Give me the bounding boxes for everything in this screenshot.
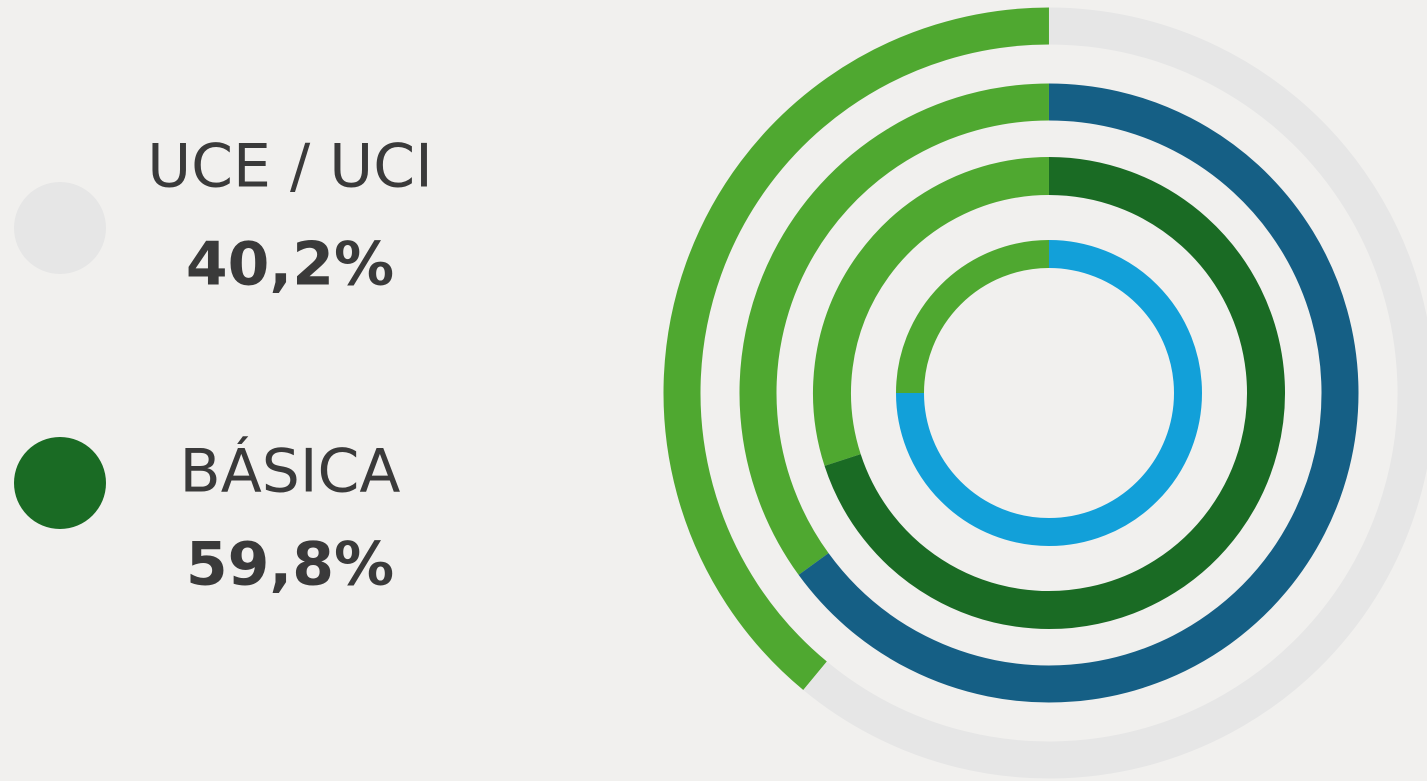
legend-swatch <box>14 437 106 529</box>
legend-swatch <box>14 182 106 274</box>
legend-value: 40,2% <box>186 230 394 300</box>
ring-remainder <box>739 83 1050 575</box>
ring-arc <box>896 240 1202 546</box>
ring-remainder <box>663 7 1050 691</box>
ring-arc <box>824 157 1285 629</box>
legend-label: BÁSICA <box>180 436 401 507</box>
ring-remainder <box>896 240 1050 394</box>
legend-value: 59,8% <box>186 530 394 600</box>
ring-arc <box>803 7 1427 779</box>
legend-label: UCE / UCI <box>147 132 433 202</box>
ring-remainder <box>813 157 1050 466</box>
ring-arc <box>798 83 1359 703</box>
